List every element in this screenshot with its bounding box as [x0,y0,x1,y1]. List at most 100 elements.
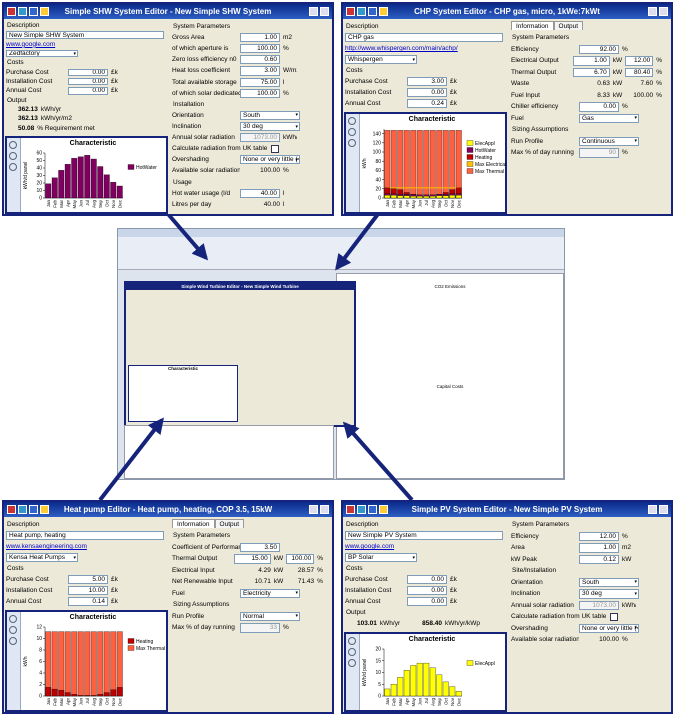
checkbox[interactable] [610,612,619,621]
toolbar-icon[interactable] [18,7,27,16]
input-box[interactable]: 0.00 [407,586,447,595]
input-box[interactable]: 0.00 [407,88,447,97]
input-box[interactable]: 80.40 [625,67,654,77]
tab[interactable]: Information [511,21,554,30]
link[interactable]: www.google.com [6,40,56,48]
input-box[interactable]: New Simple SHW System [6,31,164,39]
window-button[interactable] [320,7,329,16]
toolbar-icon[interactable] [346,7,355,16]
tab[interactable]: Information [172,519,215,528]
toolbar-icon[interactable] [7,505,16,514]
input-box[interactable]: New Simple PV System [345,531,503,540]
input-box[interactable]: 100.00 [240,44,280,54]
input-box[interactable]: 3.00 [240,66,280,76]
window-button[interactable] [309,505,318,514]
tab[interactable]: Output [214,519,245,528]
input-box[interactable]: 0.00 [407,575,447,584]
input-box[interactable]: 0.14 [68,597,108,606]
zoom-button[interactable] [9,152,17,160]
window-button[interactable] [320,505,329,514]
dropdown[interactable]: None or very little (< 20%)▾ [579,623,639,633]
dropdown[interactable]: South ▾ [579,577,639,587]
toolbar-icon[interactable] [357,7,366,16]
zoom-button[interactable] [9,637,17,645]
dropdown[interactable]: BP Solar ▾ [345,553,417,562]
toolbar-icon[interactable] [368,7,377,16]
toolbar-icon[interactable] [357,505,366,514]
input-box[interactable]: 10.00 [68,586,108,595]
toolbar-icon[interactable] [18,505,27,514]
input-box[interactable]: 15.00 [233,554,271,564]
input-box[interactable]: 75.00 [240,77,280,87]
input-box[interactable]: 12.00 [579,531,619,541]
input-box[interactable]: 40.00 [240,188,280,198]
input-box[interactable]: 0.00 [407,597,447,606]
dropdown[interactable]: Gas ▾ [579,113,639,123]
zoom-button[interactable] [348,117,356,125]
tab[interactable]: Output [553,21,584,30]
zoom-button[interactable] [9,626,17,634]
zoom-button[interactable] [348,128,356,136]
toolbar-icon[interactable] [379,7,388,16]
input-box[interactable]: 0.00 [68,87,108,95]
input-box[interactable]: 33 [240,623,280,633]
input-box[interactable]: 92.00 [579,44,619,54]
dropdown[interactable]: Normal ▾ [240,611,300,621]
window-button[interactable] [648,505,657,514]
input-box[interactable]: 1.00 [579,543,619,553]
input-box[interactable]: 0.00 [68,68,108,76]
toolbar-icon[interactable] [40,7,49,16]
toolbar-icon[interactable] [29,505,38,514]
zoom-button[interactable] [9,615,17,623]
toolbar-icon[interactable] [29,7,38,16]
dropdown[interactable]: South ▾ [240,110,300,120]
input-box[interactable]: 1073.00 [240,133,280,143]
input-box[interactable]: CHP gas [345,33,503,42]
input-box[interactable]: 3.00 [407,77,447,86]
dropdown[interactable]: 30 deg ▾ [240,121,300,132]
link[interactable]: www.google.com [345,543,395,550]
toolbar-icon[interactable] [379,505,388,514]
window-button[interactable] [659,7,668,16]
zoom-button[interactable] [348,637,356,645]
dropdown[interactable]: Zedfactory ▾ [6,49,78,58]
input-box[interactable]: 1073.00 [579,600,619,610]
toolbar-icon[interactable] [346,505,355,514]
input-box[interactable]: 100.00 [240,88,280,98]
toolbar-icon[interactable] [7,7,16,16]
input-box[interactable]: 0.00 [579,102,619,112]
window-button[interactable] [648,7,657,16]
dropdown[interactable]: Electricity ▾ [240,588,300,598]
zoom-button[interactable] [348,648,356,656]
section-heading: Sizing Assumptions [173,601,230,609]
input-box[interactable]: Heat pump, heating [6,531,164,540]
input-box[interactable]: 90 [579,148,619,158]
input-box[interactable]: 0.60 [240,55,280,65]
zoom-button[interactable] [348,659,356,667]
toolbar-icon[interactable] [368,505,377,514]
input-box[interactable]: 3.50 [240,542,280,552]
link[interactable]: http://www.whispergen.com/main/achp/ [345,45,458,52]
input-box[interactable]: 0.24 [407,99,447,108]
checkbox[interactable] [271,144,280,153]
dropdown[interactable]: 30 deg ▾ [579,589,639,599]
window-button[interactable] [659,505,668,514]
dropdown[interactable]: Continuous ▾ [579,136,639,146]
dropdown[interactable]: Kensa Heat Pumps ▾ [6,553,78,562]
dropdown[interactable]: Whispergen ▾ [345,55,417,64]
dropdown[interactable]: None or very little (< 20%)▾ [240,155,300,165]
input-box[interactable]: 0.12 [579,554,619,564]
zoom-button[interactable] [9,141,17,149]
input-box[interactable]: 1.00 [240,33,280,43]
zoom-button[interactable] [9,163,17,171]
input-box[interactable]: 6.70 [572,67,610,77]
input-box[interactable]: 0.00 [68,77,108,86]
input-box[interactable]: 1.00 [572,56,610,66]
window-button[interactable] [309,7,318,16]
input-box[interactable]: 100.00 [286,554,315,564]
toolbar-icon[interactable] [40,505,49,514]
input-box[interactable]: 12.00 [625,56,654,66]
link[interactable]: www.kensaengineering.com [6,543,87,550]
zoom-button[interactable] [348,139,356,147]
input-box[interactable]: 5.00 [68,575,108,584]
